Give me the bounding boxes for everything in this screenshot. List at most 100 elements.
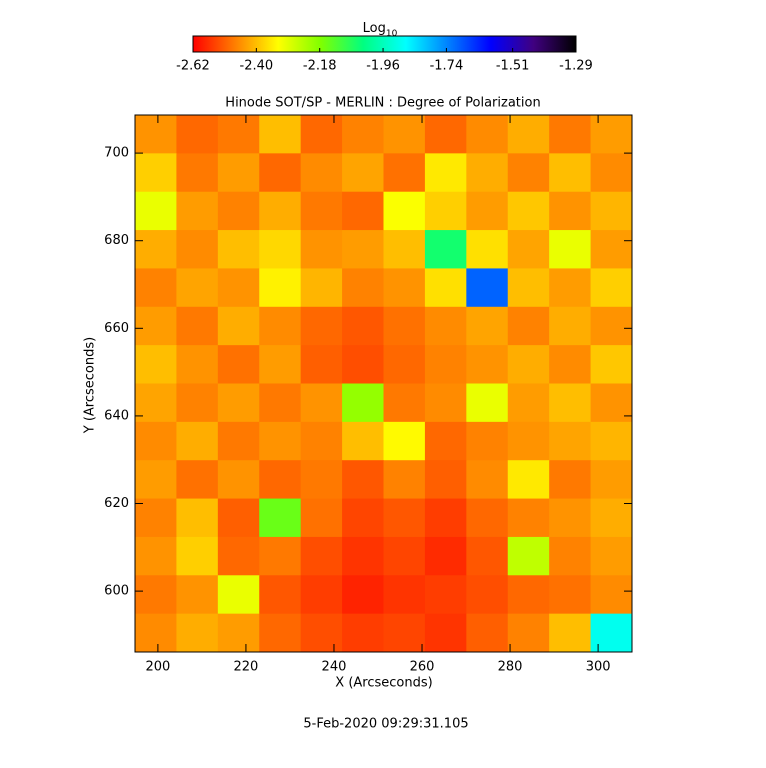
heatmap-cell — [176, 115, 219, 154]
heatmap-cell — [383, 613, 426, 653]
heatmap-cell — [217, 115, 260, 154]
heatmap-cell — [300, 613, 343, 653]
colorbar-tick-label: -1.74 — [430, 59, 464, 74]
heatmap-cell — [342, 498, 384, 538]
heatmap-cell — [300, 345, 343, 384]
colorbar-tick-label: -1.29 — [559, 59, 593, 74]
heatmap-cell — [466, 575, 509, 615]
heatmap-cell — [259, 460, 302, 500]
heatmap-cell — [342, 536, 384, 576]
heatmap-cell — [217, 268, 260, 308]
y-tick-label: 660 — [104, 321, 129, 336]
heatmap-cell — [383, 575, 426, 615]
heatmap-cell — [466, 306, 509, 346]
heatmap-cell — [549, 575, 592, 615]
heatmap-cell — [259, 230, 302, 269]
heatmap-cell — [590, 498, 633, 538]
heatmap-cell — [342, 345, 384, 384]
x-tick-label: 220 — [234, 660, 259, 675]
heatmap-cell — [383, 230, 426, 269]
heatmap-cell — [507, 460, 550, 500]
heatmap-cell — [590, 575, 633, 615]
heatmap-cell — [466, 421, 509, 461]
heatmap-cell — [549, 383, 592, 423]
heatmap-cell — [507, 153, 550, 193]
heatmap-cell — [259, 115, 302, 154]
heatmap-cell — [135, 421, 177, 461]
heatmap-cell — [259, 153, 302, 193]
heatmap-cell — [549, 536, 592, 576]
heatmap-cell — [176, 153, 219, 193]
y-tick-label: 700 — [104, 146, 129, 161]
heatmap-cell — [383, 191, 426, 231]
x-tick-label: 260 — [410, 660, 435, 675]
heatmap-cell — [507, 306, 550, 346]
heatmap-cell — [590, 345, 633, 384]
colorbar-tick-label: -1.96 — [366, 59, 400, 74]
heatmap-cell — [466, 230, 509, 269]
heatmap-cell — [590, 421, 633, 461]
heatmap-cell — [176, 421, 219, 461]
heatmap-cell — [217, 230, 260, 269]
heatmap-cell — [342, 460, 384, 500]
heatmap-cell — [259, 191, 302, 231]
heatmap-cell — [342, 153, 384, 193]
heatmap-cell — [466, 345, 509, 384]
heatmap-cell — [217, 613, 260, 653]
heatmap-cell — [259, 345, 302, 384]
heatmap-cell — [424, 421, 467, 461]
heatmap-cell — [383, 421, 426, 461]
heatmap-cell — [217, 498, 260, 538]
heatmap-cell — [590, 268, 633, 308]
heatmap-cell — [590, 383, 633, 423]
heatmap-cell — [383, 115, 426, 154]
heatmap-cell — [590, 306, 633, 346]
heatmap-cell — [217, 345, 260, 384]
heatmap-cell — [424, 460, 467, 500]
heatmap-cell — [466, 115, 509, 154]
heatmap-cell — [590, 230, 633, 269]
heatmap-cell — [383, 268, 426, 308]
heatmap-cell — [383, 345, 426, 384]
heatmap-cell — [135, 230, 177, 269]
heatmap-cell — [466, 268, 509, 308]
heatmap-cell — [259, 536, 302, 576]
heatmap-cell — [135, 383, 177, 423]
heatmap-cell — [176, 230, 219, 269]
heatmap-cell — [424, 498, 467, 538]
heatmap-cell — [135, 153, 177, 193]
heatmap-cell — [507, 613, 550, 653]
heatmap-cell — [507, 498, 550, 538]
heatmap-cell — [383, 306, 426, 346]
heatmap-cell — [507, 115, 550, 154]
heatmap-cell — [176, 306, 219, 346]
heatmap-cell — [300, 460, 343, 500]
x-tick-label: 200 — [145, 660, 170, 675]
y-tick-label: 680 — [104, 233, 129, 248]
y-tick-label: 620 — [104, 496, 129, 511]
heatmap-cell — [300, 383, 343, 423]
colorbar-tick-label: -2.40 — [240, 59, 274, 74]
heatmap-cell — [383, 498, 426, 538]
heatmap-cell — [217, 575, 260, 615]
heatmap-cell — [466, 153, 509, 193]
heatmap-cell — [259, 575, 302, 615]
heatmap-cell — [549, 153, 592, 193]
heatmap-cell — [383, 153, 426, 193]
heatmap-cell — [342, 613, 384, 653]
colorbar-tick-label: -2.18 — [303, 59, 337, 74]
heatmap-cell — [135, 191, 177, 231]
heatmap-cell — [383, 383, 426, 423]
heatmap-cell — [507, 345, 550, 384]
heatmap-cell — [259, 421, 302, 461]
heatmap-cell — [549, 230, 592, 269]
heatmap-cell — [135, 268, 177, 308]
heatmap-cell — [424, 613, 467, 653]
heatmap-cell — [507, 230, 550, 269]
heatmap-cell — [424, 191, 467, 231]
heatmap-cell — [300, 230, 343, 269]
heatmap-cell — [342, 575, 384, 615]
heatmap-cell — [342, 115, 384, 154]
colorbar-label-text: Log — [363, 21, 386, 36]
heatmap-cell — [342, 383, 384, 423]
